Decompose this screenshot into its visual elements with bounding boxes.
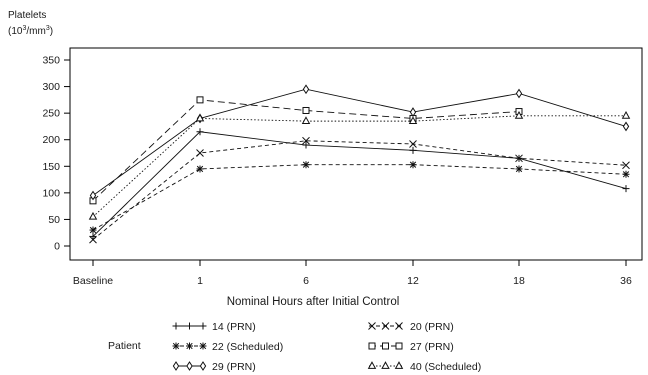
legend-title: Patient [108, 340, 141, 352]
legend-marker [381, 361, 390, 369]
y-axis-label-line1: Platelets [8, 10, 46, 21]
legend-marker [172, 342, 180, 350]
data-point [408, 116, 418, 125]
y-tick-label: 0 [54, 241, 60, 253]
data-point [195, 113, 205, 122]
legend-marker [186, 361, 193, 371]
legend-label: 27 (PRN) [410, 341, 454, 353]
y-tick-label: 200 [42, 134, 60, 146]
data-point [409, 161, 417, 169]
legend-marker [367, 361, 377, 369]
legend-marker [172, 322, 180, 330]
series-layer [88, 84, 631, 244]
x-tick-label: 6 [303, 275, 309, 287]
data-point [89, 226, 97, 234]
data-point [515, 154, 523, 163]
series-line [92, 88, 627, 196]
x-tick-label: 12 [407, 275, 419, 287]
series-x [89, 136, 630, 244]
legend-label: 40 (Scheduled) [410, 361, 481, 373]
data-point [302, 136, 310, 145]
y-tick-label: 350 [42, 55, 60, 67]
data-point [302, 161, 310, 169]
y-axis: 0 50 100 150 200 250 300 350 [42, 55, 70, 253]
legend-label: 22 (Scheduled) [212, 341, 283, 353]
legend: 14 (PRN) 20 (PRN) 22 (Scheduled) 27 (PRN) 29… [172, 321, 481, 373]
series-star [89, 161, 630, 234]
series-line [92, 164, 627, 231]
data-point [622, 185, 630, 193]
legend-item: 22 (Scheduled) [172, 341, 283, 353]
series-line [92, 115, 626, 218]
series-line [92, 131, 627, 237]
x-tick-label: 1 [197, 275, 203, 287]
legend-marker [199, 361, 207, 371]
data-point [196, 96, 204, 104]
legend-marker [382, 342, 389, 350]
plot-frame [69, 47, 643, 261]
legend-marker [186, 322, 193, 330]
data-point [622, 121, 630, 132]
data-point [302, 84, 310, 95]
series-square [89, 96, 523, 205]
data-point [89, 190, 97, 201]
data-point [302, 141, 310, 149]
x-axis: Baseline 1 6 12 18 36 [73, 260, 632, 287]
series-line [92, 99, 520, 202]
data-point [622, 170, 630, 178]
series-diamond [89, 84, 630, 201]
data-point [622, 161, 630, 170]
data-point [301, 116, 311, 125]
data-point [88, 211, 98, 220]
data-point [89, 232, 97, 240]
legend-item: 27 (PRN) [368, 341, 454, 353]
legend-marker [395, 342, 403, 350]
series-line [92, 140, 627, 240]
x-tick-label: Baseline [73, 275, 113, 287]
legend-label: 14 (PRN) [212, 321, 256, 333]
data-point [196, 149, 204, 157]
legend-label: 20 (PRN) [410, 321, 454, 333]
data-point [196, 128, 204, 136]
data-point [409, 146, 417, 154]
data-point [196, 165, 204, 173]
y-tick-label: 300 [42, 81, 60, 93]
legend-label: 29 (PRN) [212, 361, 256, 373]
legend-marker [394, 361, 404, 369]
data-point [89, 235, 97, 244]
data-point [515, 165, 523, 173]
data-point [514, 110, 524, 119]
legend-marker [395, 322, 403, 330]
data-point [409, 140, 417, 148]
legend-marker [186, 342, 193, 350]
data-point [409, 107, 417, 118]
data-point [515, 88, 523, 99]
y-tick-label: 150 [42, 161, 60, 173]
data-point [302, 106, 310, 114]
legend-marker [381, 322, 390, 330]
legend-marker [199, 322, 207, 330]
legend-marker [368, 322, 376, 330]
y-tick-label: 250 [42, 108, 60, 120]
x-axis-title: Nominal Hours after Initial Control [227, 296, 400, 308]
legend-item: 14 (PRN) [172, 321, 256, 333]
y-tick-label: 100 [42, 187, 60, 199]
x-tick-label: 18 [513, 275, 525, 287]
x-tick-label: 36 [620, 275, 632, 287]
data-point [621, 110, 631, 119]
series-triangle [88, 110, 631, 220]
legend-marker [199, 342, 207, 350]
legend-item: 40 (Scheduled) [367, 361, 481, 373]
legend-item: 29 (PRN) [172, 361, 256, 373]
y-tick-label: 50 [48, 214, 60, 226]
legend-item: 20 (PRN) [368, 321, 454, 333]
legend-marker [172, 361, 180, 371]
y-axis-label-line2: (103/mm3) [8, 25, 53, 37]
legend-marker [368, 342, 376, 350]
